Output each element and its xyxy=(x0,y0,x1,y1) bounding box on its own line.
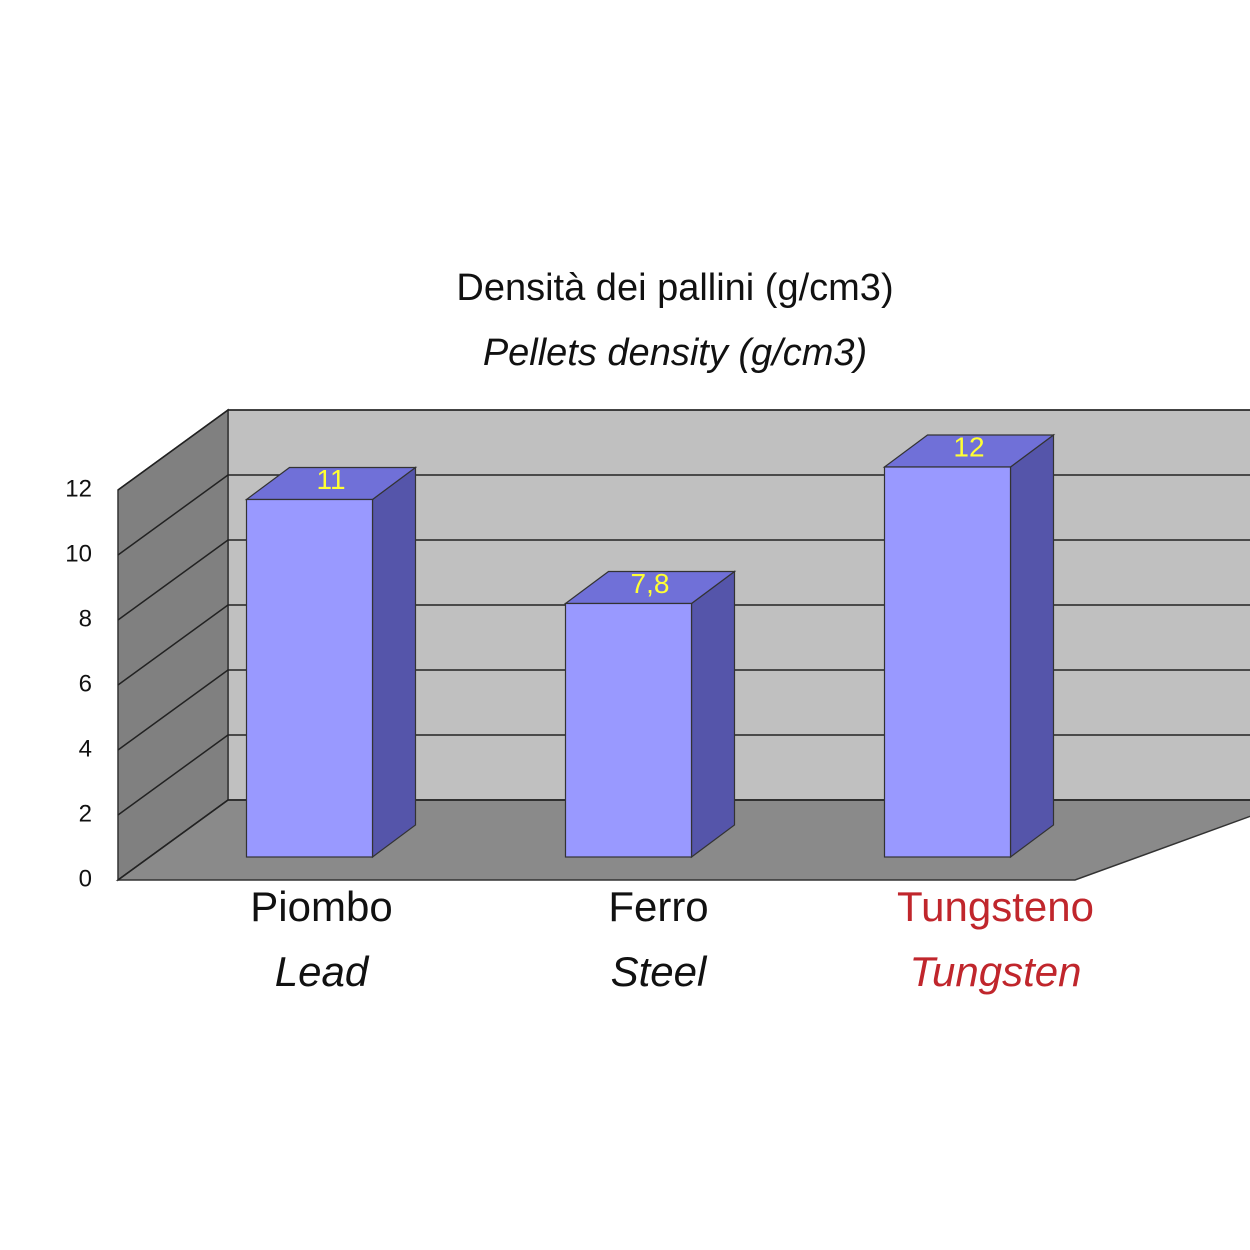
bar-side xyxy=(690,570,736,859)
chart-subtitle: Pellets density (g/cm3) xyxy=(483,332,867,374)
value-label: 11 xyxy=(316,464,345,495)
value-label: 12 xyxy=(953,431,984,462)
x-tick-label-secondary: Lead xyxy=(275,948,370,995)
chart-title: Densità dei pallini (g/cm3) xyxy=(456,267,893,309)
y-tick-label: 2 xyxy=(79,800,92,827)
y-tick-label: 8 xyxy=(79,605,92,632)
x-tick-label: Ferro xyxy=(608,883,708,930)
bar xyxy=(883,466,1012,858)
x-tick-label-secondary: Tungsten xyxy=(910,948,1082,995)
y-tick-label: 10 xyxy=(65,540,92,567)
value-label: 7,8 xyxy=(631,568,670,599)
x-tick-label-secondary: Steel xyxy=(611,948,708,995)
y-tick-label: 4 xyxy=(79,735,92,762)
grid-line xyxy=(117,409,1250,491)
y-tick-label: 0 xyxy=(79,865,92,892)
x-tick-label: Tungsteno xyxy=(897,883,1094,930)
bar-side xyxy=(371,466,417,859)
bar-side xyxy=(1009,433,1055,859)
x-tick-label: Piombo xyxy=(250,883,392,930)
y-tick-label: 12 xyxy=(65,475,92,502)
bar xyxy=(245,498,374,858)
bar xyxy=(564,602,693,858)
y-tick-label: 6 xyxy=(79,670,92,697)
